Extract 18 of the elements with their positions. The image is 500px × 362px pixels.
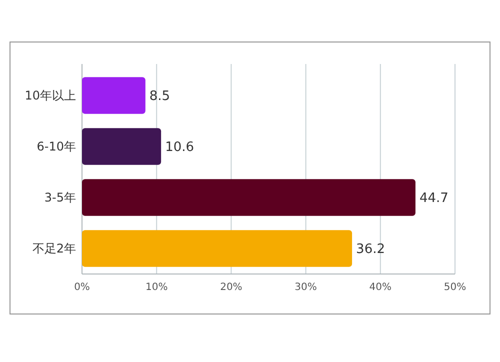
x-tick-label: 10% <box>145 282 168 293</box>
bar <box>82 128 162 165</box>
y-tick-label: 不足2年 <box>32 242 76 256</box>
bar <box>82 230 352 267</box>
x-tick-label: 30% <box>294 282 317 293</box>
x-tick-label: 20% <box>220 282 242 293</box>
x-tick-label: 0% <box>74 282 90 293</box>
x-tick-label: 40% <box>369 282 392 293</box>
y-tick-label: 6-10年 <box>36 140 76 154</box>
data-label: 36.2 <box>356 242 386 258</box>
y-tick-label: 10年以上 <box>24 88 76 103</box>
data-label: 10.6 <box>165 140 194 156</box>
bar <box>82 77 146 114</box>
y-tick-label: 3-5年 <box>44 190 76 205</box>
data-label: 8.5 <box>149 89 170 104</box>
bar <box>82 179 416 216</box>
x-tick-label: 50% <box>444 282 466 293</box>
data-label: 44.7 <box>419 191 448 206</box>
